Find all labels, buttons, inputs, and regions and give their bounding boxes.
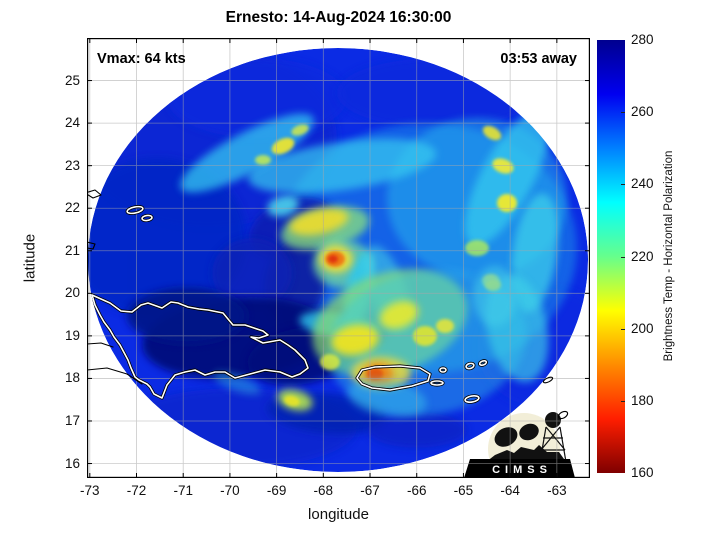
island-coast (126, 205, 144, 215)
island-coast (478, 359, 488, 367)
y-tick-label: 18 (64, 370, 80, 386)
brightness-temp-feature (267, 195, 299, 217)
grid (87, 38, 590, 478)
island-coast (430, 380, 444, 386)
plot-area: CIMSS (87, 38, 590, 478)
colorbar-tick-mark (621, 256, 625, 258)
x-tick-label: -66 (406, 483, 427, 498)
colorbar-tick-label: 280 (631, 32, 654, 47)
island-coast (464, 395, 480, 403)
plot-border (87, 38, 590, 478)
colorbar-tick-mark (621, 184, 625, 186)
colorbar-tick-mark (621, 112, 625, 114)
colorbar-tick-mark (621, 328, 625, 330)
logo-text: CIMSS (492, 464, 552, 476)
colorbar-tick-label: 160 (631, 465, 654, 480)
st-martin-island (542, 376, 554, 384)
x-tick-label: -64 (500, 483, 520, 498)
x-tick-label: -71 (173, 483, 193, 498)
coastline-inside-swath (90, 205, 488, 404)
x-tick-label: -72 (126, 483, 147, 498)
colorbar-tick-label: 260 (631, 104, 654, 120)
y-tick-label: 19 (64, 327, 80, 343)
colorbar-tick-label: 200 (631, 320, 654, 336)
brightness-temp-feature (367, 368, 383, 380)
satellite-dish-icon (494, 427, 518, 447)
brightness-temp-feature (320, 354, 340, 370)
brightness-temp-feature (331, 324, 379, 356)
y-tick-label: 23 (64, 157, 80, 173)
brightness-temp-feature (379, 300, 419, 330)
x-tick-label: -70 (220, 483, 240, 498)
island-coast (465, 362, 475, 370)
satellite-dish-icon (519, 423, 539, 441)
brightness-temp-feature (255, 155, 271, 165)
brightness-temp-feature (464, 110, 550, 246)
x-tick-label: -68 (313, 483, 334, 498)
brightness-temp-feature (289, 208, 349, 236)
vmax-annotation: Vmax: 64 kts (97, 51, 186, 67)
small-island (87, 241, 96, 250)
colorbar-label: Brightness Temp - Horizontal Polarizatio… (663, 150, 675, 362)
colorbar-tick-label: 180 (631, 392, 654, 408)
colorbar (597, 40, 625, 473)
brightness-temp-feature (180, 113, 314, 193)
brightness-temp-feature (212, 238, 292, 308)
eta-annotation: 03:53 away (500, 51, 577, 67)
x-axis-label: longitude (308, 506, 369, 523)
brightness-temp-feature (88, 158, 247, 318)
tick-marks (87, 38, 590, 478)
colorbar-tick-label: 240 (631, 176, 654, 192)
brightness-temp-feature (436, 319, 454, 333)
brightness-temp-feature (213, 371, 261, 395)
y-tick-label: 16 (64, 455, 80, 471)
coastline-white-line (91, 205, 488, 403)
colorbar-tick-label: 220 (631, 248, 654, 264)
brightness-temp-feature (284, 395, 300, 407)
y-axis-label: latitude (21, 233, 39, 283)
colorbar-tick-mark (621, 400, 625, 402)
water-tower-lattice-icon (539, 426, 567, 463)
haiti-north-coast (87, 342, 114, 348)
hispaniola-coast (91, 294, 309, 399)
brightness-temp-feature (473, 266, 517, 326)
y-tick-label: 25 (64, 72, 80, 88)
y-tick-label: 22 (64, 200, 80, 216)
x-tick-label: -63 (547, 483, 567, 498)
brightness-temp-feature (465, 240, 489, 256)
small-island (557, 410, 569, 420)
brightness-temp-feature (291, 124, 309, 136)
y-tick-label: 24 (64, 115, 80, 131)
swath-image (88, 48, 588, 472)
island-coast (141, 214, 153, 222)
page-title: Ernesto: 14-Aug-2024 16:30:00 (225, 9, 452, 26)
brightness-temp-feature (482, 125, 502, 141)
y-tick-label: 17 (64, 412, 80, 428)
bahamas-island (87, 189, 102, 199)
haiti-peninsula-coast (87, 367, 143, 385)
x-tick-label: -67 (360, 483, 380, 498)
island-coast (439, 367, 447, 373)
x-tick-label: -73 (80, 483, 100, 498)
brightness-temp-feature (271, 137, 295, 155)
x-tick-label: -69 (266, 483, 287, 498)
coastlines (87, 189, 569, 420)
brightness-temp-feature (127, 288, 247, 344)
axes-frame (87, 38, 590, 478)
x-tick-label: -65 (453, 483, 474, 498)
y-tick-label: 20 (64, 285, 80, 301)
puerto-rico-coast (356, 365, 431, 391)
y-tick-label: 21 (64, 242, 80, 258)
brightness-temp-feature (337, 58, 537, 128)
brightness-temp-feature (328, 255, 338, 263)
brightness-temp-feature (497, 194, 517, 212)
